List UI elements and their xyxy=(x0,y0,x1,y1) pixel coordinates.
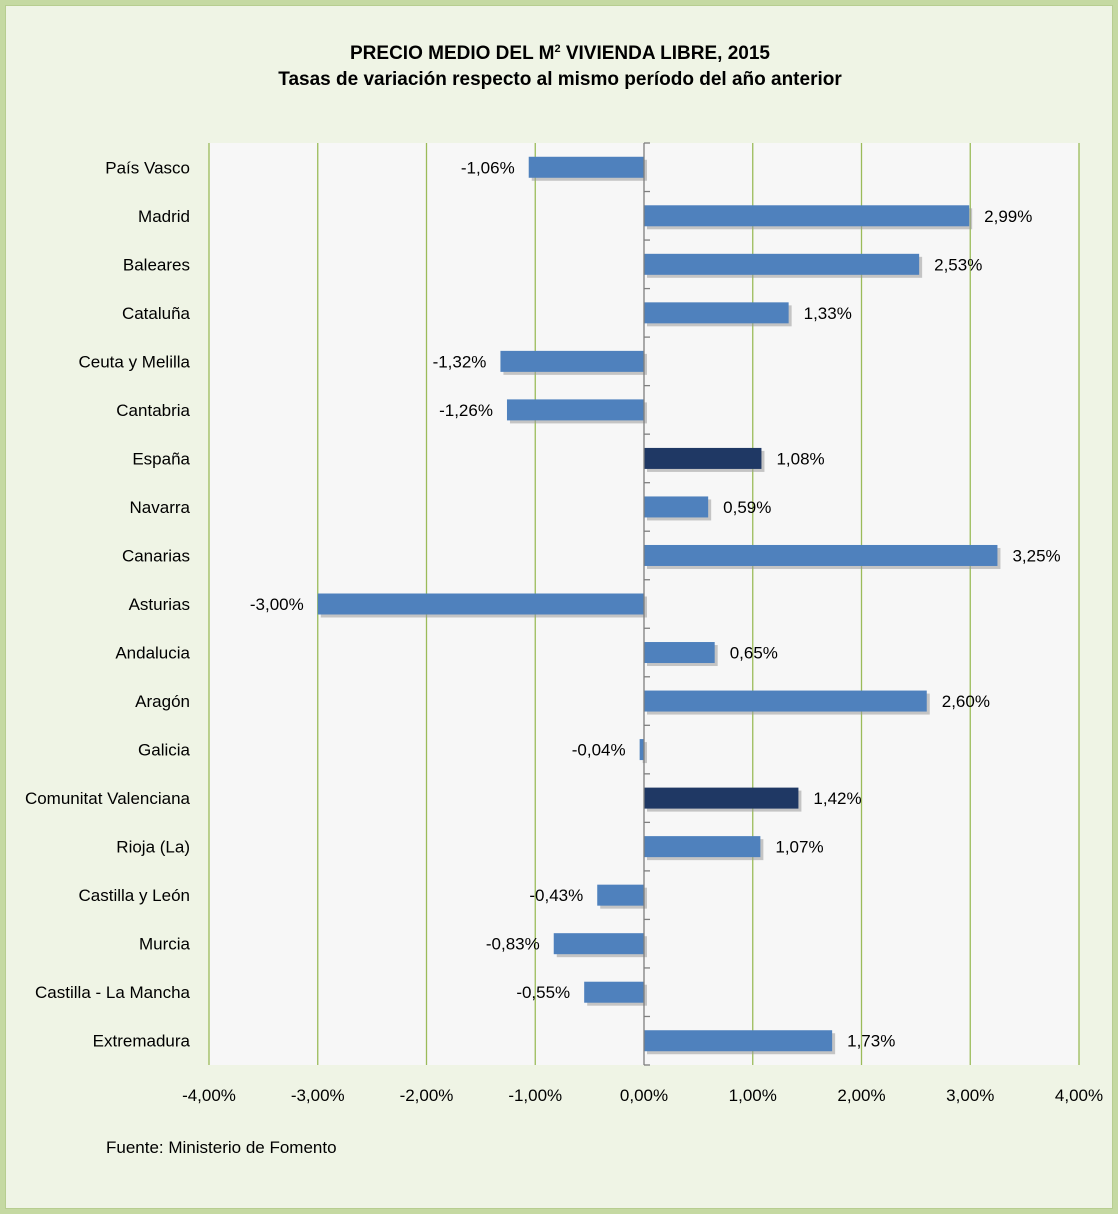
category-label: Cantabria xyxy=(116,401,190,420)
category-label: Castilla y León xyxy=(78,886,190,905)
x-tick-label: 2,00% xyxy=(837,1086,885,1105)
value-label: -1,06% xyxy=(461,158,515,177)
title-superscript: 2 xyxy=(554,43,561,55)
bar xyxy=(528,156,644,178)
category-label: Rioja (La) xyxy=(116,838,190,857)
bar-shadow xyxy=(642,742,647,764)
category-label: Aragón xyxy=(135,692,190,711)
x-tick-label: -3,00% xyxy=(291,1086,345,1105)
value-label: 0,65% xyxy=(730,644,778,663)
value-label: -0,83% xyxy=(486,935,540,954)
bar xyxy=(644,787,799,809)
value-label: 1,33% xyxy=(804,304,852,323)
bar xyxy=(644,690,927,712)
zero-axis xyxy=(643,142,650,1066)
bar xyxy=(644,544,998,566)
bars xyxy=(317,156,1001,1055)
chart-title-line1: PRECIO MEDIO DEL M2 VIVIENDA LIBRE, 2015 xyxy=(6,36,1114,67)
bar xyxy=(644,1030,833,1052)
category-label: Galicia xyxy=(138,741,191,760)
source-note: Fuente: Ministerio de Fomento xyxy=(106,1138,337,1157)
grid-lines xyxy=(208,143,1080,1065)
value-label: 1,42% xyxy=(813,789,861,808)
bar xyxy=(317,593,644,615)
category-label: Extremadura xyxy=(93,1032,191,1051)
category-label: Asturias xyxy=(129,595,190,614)
category-labels: País Vasco Madrid Baleares Cataluña Ceuta y … xyxy=(25,158,191,1050)
category-label: Cataluña xyxy=(122,304,191,323)
bar xyxy=(644,496,709,518)
value-label: 3,25% xyxy=(1012,546,1060,565)
value-label: -0,55% xyxy=(516,983,570,1002)
value-labels: -1,06% 2,99% 2,53% 1,33% -1,32% -1,26% 1,08% 0,… xyxy=(250,158,1061,1050)
value-label: 1,07% xyxy=(775,838,823,857)
category-label: Baleares xyxy=(123,255,190,274)
category-label: España xyxy=(132,449,190,468)
bar xyxy=(584,981,644,1003)
bar xyxy=(506,399,644,421)
bar xyxy=(644,447,762,469)
x-tick-label: 3,00% xyxy=(946,1086,994,1105)
x-tick-label: -4,00% xyxy=(182,1086,236,1105)
category-label: Murcia xyxy=(139,935,191,954)
value-label: -0,43% xyxy=(529,886,583,905)
value-label: 2,99% xyxy=(984,207,1032,226)
category-label: Navarra xyxy=(130,498,191,517)
x-tick-label: 1,00% xyxy=(729,1086,777,1105)
bar xyxy=(644,836,761,858)
value-label: 1,73% xyxy=(847,1032,895,1051)
bar xyxy=(644,205,970,227)
bar xyxy=(644,302,789,324)
bar xyxy=(644,642,715,664)
x-tick-label: 0,00% xyxy=(620,1086,668,1105)
category-label: Canarias xyxy=(122,546,190,565)
category-label: Castilla - La Mancha xyxy=(35,983,191,1002)
category-label: Andalucia xyxy=(115,644,190,663)
bar xyxy=(500,350,644,372)
value-label: 2,60% xyxy=(942,692,990,711)
x-tick-label: 4,00% xyxy=(1055,1086,1103,1105)
category-label: Madrid xyxy=(138,207,190,226)
value-label: -1,26% xyxy=(439,401,493,420)
chart-subtitle: Tasas de variación respecto al mismo per… xyxy=(278,69,842,90)
category-label: Ceuta y Melilla xyxy=(79,352,191,371)
title-text-post: VIVIENDA LIBRE, 2015 xyxy=(560,43,770,64)
bar xyxy=(639,739,644,761)
x-tick-label: -1,00% xyxy=(508,1086,562,1105)
x-tick-label: -2,00% xyxy=(400,1086,454,1105)
bar xyxy=(553,933,644,955)
value-label: -0,04% xyxy=(572,741,626,760)
bar xyxy=(597,884,644,906)
category-label: Comunitat Valenciana xyxy=(25,789,191,808)
chart-title: PRECIO MEDIO DEL M2 VIVIENDA LIBRE, 2015… xyxy=(6,36,1114,93)
category-label: País Vasco xyxy=(105,158,190,177)
value-label: -3,00% xyxy=(250,595,304,614)
value-label: 1,08% xyxy=(776,449,824,468)
value-label: 2,53% xyxy=(934,255,982,274)
value-label: 0,59% xyxy=(723,498,771,517)
bar xyxy=(644,253,920,275)
title-text-pre: PRECIO MEDIO DEL M xyxy=(350,43,555,64)
value-label: -1,32% xyxy=(433,352,487,371)
x-tick-labels: -4,00% -3,00% -2,00% -1,00% 0,00% 1,00% 2,00% 3… xyxy=(182,1086,1103,1105)
